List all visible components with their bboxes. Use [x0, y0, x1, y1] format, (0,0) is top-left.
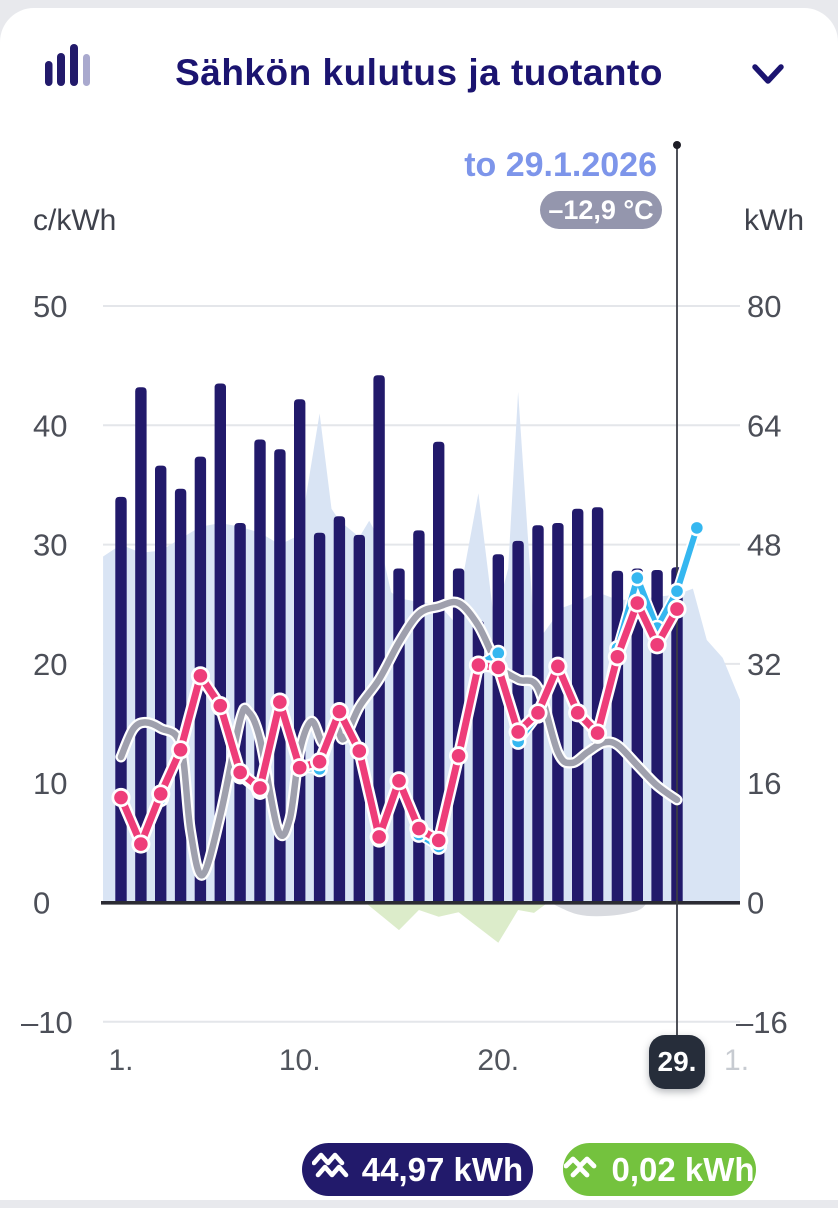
price-forecast-dot [671, 585, 683, 597]
selected-day-badge: 29. [649, 1035, 705, 1089]
spot-price-dot [154, 787, 168, 801]
production-value: 0,02 kWh [611, 1151, 754, 1189]
production-area [365, 903, 548, 943]
spot-price-dot [452, 749, 466, 763]
left-axis-tick: 10 [33, 766, 67, 801]
spot-price-dot [213, 699, 227, 713]
spot-price-dot [531, 706, 545, 720]
consumption-bar[interactable] [115, 497, 126, 904]
left-axis-tick: 50 [33, 289, 67, 324]
double-zigzag-icon [312, 1151, 349, 1189]
x-axis-label: 20. [477, 1044, 519, 1077]
spot-price-dot [114, 791, 128, 805]
consumption-bar[interactable] [413, 530, 424, 904]
spot-price-dot [174, 743, 188, 757]
left-axis-tick: 40 [33, 408, 67, 443]
spot-price-dot [491, 661, 505, 675]
cursor-top-dot [673, 141, 681, 149]
price-forecast-dot [492, 647, 504, 659]
spot-price-dot [273, 695, 287, 709]
consumption-bar[interactable] [552, 523, 563, 904]
spot-price-dot [293, 761, 307, 775]
consumption-summary-chip[interactable]: 44,97 kWh [302, 1143, 533, 1196]
left-axis-tick: 20 [33, 647, 67, 682]
spot-price-dot [670, 602, 684, 616]
spot-price-dot [333, 705, 347, 719]
spot-price-dot [630, 596, 644, 610]
spot-price-dot [233, 766, 247, 780]
spot-price-dot [392, 774, 406, 788]
selected-day-label: 29. [658, 1046, 697, 1078]
chart-card: Sähkön kulutus ja tuotanto to 29.1.2026 … [0, 8, 838, 1200]
spot-price-dot [352, 744, 366, 758]
consumption-bar[interactable] [254, 440, 265, 905]
production-summary-chip[interactable]: 0,02 kWh [563, 1143, 756, 1196]
spot-price-dot [194, 669, 208, 683]
right-axis-tick: 80 [747, 289, 781, 324]
zigzag-icon [564, 1151, 598, 1189]
spot-price-dot [313, 755, 327, 769]
consumption-value: 44,97 kWh [362, 1151, 523, 1189]
right-axis-tick: 64 [747, 408, 781, 443]
zero-axis-line [101, 901, 740, 905]
price-forecast-dot [691, 522, 703, 534]
spot-price-dot [591, 726, 605, 740]
consumption-bar[interactable] [155, 466, 166, 904]
right-axis-tick: 48 [747, 528, 781, 563]
spot-price-dot [611, 650, 625, 664]
consumption-bar[interactable] [294, 399, 305, 904]
spot-price-dot [412, 822, 426, 836]
price-forecast-dot [631, 572, 643, 584]
right-axis-tick: –16 [736, 1005, 788, 1040]
spot-price-dot [472, 658, 486, 672]
consumption-bar[interactable] [493, 554, 504, 904]
spot-price-dot [571, 706, 585, 720]
right-axis-tick: 0 [747, 886, 764, 921]
consumption-production-chart[interactable]: 50 80 40 64 30 48 20 32 10 16 0 0 –10 –16 1. 10. 20. 1. [0, 8, 838, 1208]
spot-price-dot [551, 659, 565, 673]
left-axis-tick: 30 [33, 528, 67, 563]
spot-price-dot [650, 638, 664, 652]
spot-price-dot [372, 830, 386, 844]
spot-price-dot [134, 837, 148, 851]
spot-price-dot [511, 725, 525, 739]
left-axis-tick: 0 [33, 886, 50, 921]
consumption-bar[interactable] [175, 489, 186, 904]
spot-price-dot [432, 834, 446, 848]
right-axis-tick: 16 [747, 766, 781, 801]
right-axis-tick: 32 [747, 647, 781, 682]
x-axis-label: 10. [279, 1044, 321, 1077]
x-axis-label: 1. [724, 1044, 749, 1077]
spot-price-dot [253, 781, 267, 795]
consumption-bar[interactable] [393, 569, 404, 905]
left-axis-tick: –10 [21, 1005, 73, 1040]
x-axis-label: 1. [108, 1044, 133, 1077]
